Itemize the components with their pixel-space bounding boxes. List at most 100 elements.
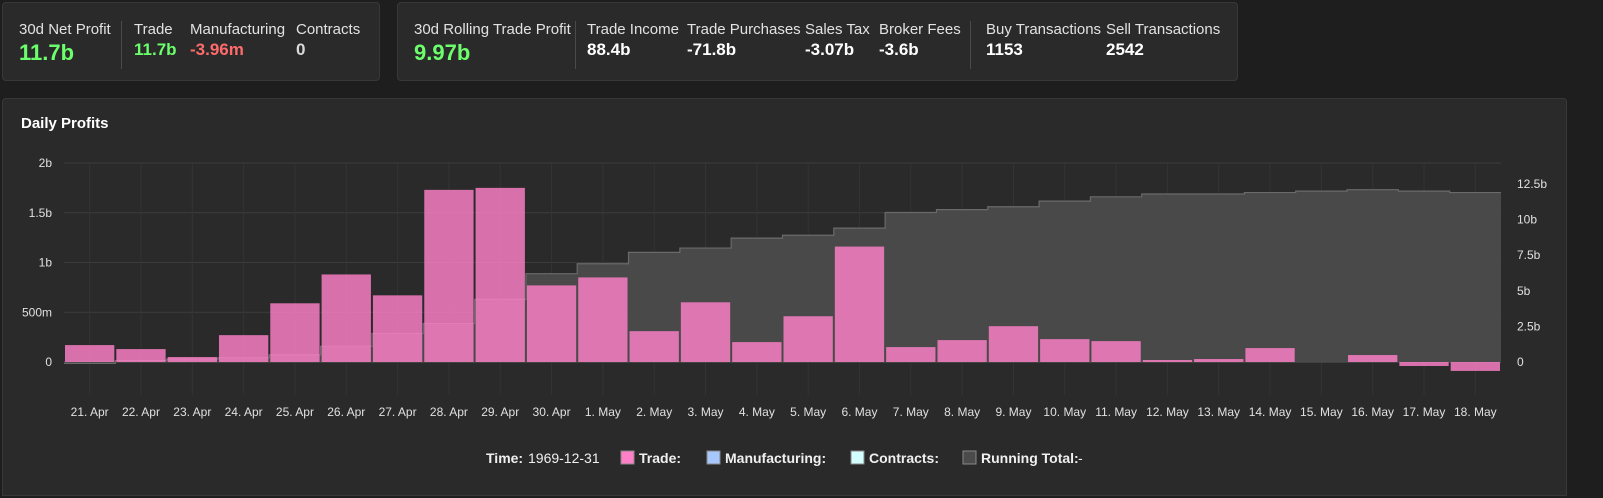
sales-tax-label: Sales Tax <box>805 21 870 38</box>
right-axis-tick-label: 10b <box>1517 213 1537 227</box>
contracts-stat: Contracts 0 <box>296 21 360 61</box>
legend-manufacturing-label: Manufacturing: <box>725 450 826 466</box>
trade-income-label: Trade Income <box>587 21 679 38</box>
legend-swatch-manufacturing <box>706 450 721 465</box>
x-axis-tick-label: 22. Apr <box>122 405 160 419</box>
left-axis-tick-label: 1.5b <box>29 206 53 220</box>
contracts-value: 0 <box>296 40 306 59</box>
legend-swatch-running-total <box>962 450 977 465</box>
x-axis-tick-label: 28. Apr <box>430 405 468 419</box>
left-axis-tick-label: 2b <box>39 156 53 170</box>
divider <box>575 21 576 69</box>
trade-bar[interactable] <box>1142 360 1193 362</box>
trade-bar[interactable] <box>578 277 628 362</box>
trade-purchases-label: Trade Purchases <box>687 21 801 38</box>
trade-label: Trade <box>134 21 173 38</box>
trade-bar[interactable] <box>218 335 269 362</box>
running-total-fill <box>64 189 1501 364</box>
trade-stat: Trade 11.7b <box>134 21 177 61</box>
manufacturing-label: Manufacturing <box>190 21 286 38</box>
running-total-line <box>64 189 1501 365</box>
legend-contracts-label: Contracts: <box>869 450 939 466</box>
trade-bar[interactable] <box>65 345 115 362</box>
trade-bar[interactable] <box>1040 339 1090 362</box>
trade-bar[interactable] <box>629 331 679 362</box>
x-axis-tick-label: 3. May <box>688 405 724 419</box>
trade-bar[interactable] <box>526 285 577 362</box>
x-axis-tick-label: 12. May <box>1146 405 1189 419</box>
trade-bar[interactable] <box>116 349 166 362</box>
manufacturing-stat: Manufacturing -3.96m <box>190 21 285 61</box>
x-axis-tick-label: 7. May <box>893 405 929 419</box>
manufacturing-value: -3.96m <box>190 40 244 59</box>
x-axis-tick-label: 8. May <box>944 405 980 419</box>
broker-fees-value: -3.6b <box>879 40 919 59</box>
right-axis-tick-label: 2.5b <box>1517 319 1541 333</box>
x-axis-tick-label: 25. Apr <box>276 405 314 419</box>
legend-item-contracts[interactable]: Contracts: <box>850 450 939 466</box>
right-axis-tick-label: 5b <box>1517 284 1531 298</box>
legend-running-total-label: Running Total: <box>981 450 1079 466</box>
legend-swatch-trade <box>620 450 635 465</box>
trade-value: 11.7b <box>134 40 177 59</box>
left-axis-tick-label: 500m <box>22 305 52 319</box>
legend-item-running-total[interactable]: Running Total: - <box>962 450 1083 466</box>
broker-fees-stat: Broker Fees -3.6b <box>879 21 961 61</box>
trade-bar[interactable] <box>1194 359 1244 362</box>
chart-title: Daily Profits <box>21 115 109 132</box>
trade-bar[interactable] <box>680 302 731 362</box>
x-axis: 21. Apr 22. Apr 23. Apr 24. Apr 25. Apr 26. A… <box>71 405 1497 419</box>
x-axis-tick-label: 17. May <box>1403 405 1446 419</box>
buy-transactions-label: Buy Transactions <box>986 21 1102 38</box>
right-y-axis: 0 2.5b 5b 7.5b 10b 12.5b <box>1517 177 1547 369</box>
x-axis-tick-label: 14. May <box>1249 405 1292 419</box>
trade-bar[interactable] <box>1348 355 1398 362</box>
x-axis-tick-label: 30. Apr <box>533 405 571 419</box>
buy-transactions-stat: Buy Transactions 1153 <box>986 21 1101 61</box>
sales-tax-value: -3.07b <box>805 40 855 59</box>
trade-bar[interactable] <box>1091 341 1141 362</box>
divider <box>121 21 122 69</box>
trade-bar[interactable] <box>321 274 371 362</box>
trade-bar[interactable] <box>1245 348 1295 362</box>
running-total-area <box>64 189 1501 365</box>
rolling-trade-profit-label: 30d Rolling Trade Profit <box>414 21 571 38</box>
trade-bar[interactable] <box>834 246 885 362</box>
net-profit-stat: 30d Net Profit 11.7b <box>19 21 111 67</box>
x-axis-tick-label: 27. Apr <box>379 405 417 419</box>
x-axis-tick-label: 18. May <box>1454 405 1497 419</box>
trade-bar[interactable] <box>167 357 217 362</box>
trade-bar[interactable] <box>1450 362 1500 371</box>
trade-bar[interactable] <box>270 303 320 362</box>
x-axis-tick-label: 6. May <box>841 405 877 419</box>
x-axis-tick-label: 15. May <box>1300 405 1343 419</box>
trade-bar[interactable] <box>937 340 987 362</box>
sell-transactions-stat: Sell Transactions 2542 <box>1106 21 1220 61</box>
legend-item-manufacturing[interactable]: Manufacturing: <box>706 450 826 466</box>
trade-purchases-stat: Trade Purchases -71.8b <box>687 21 801 61</box>
trade-bar[interactable] <box>1399 362 1449 366</box>
legend-item-trade[interactable]: Trade: <box>620 450 681 466</box>
x-axis-tick-label: 1. May <box>585 405 621 419</box>
legend-trade-label: Trade: <box>639 450 681 466</box>
trade-income-stat: Trade Income 88.4b <box>587 21 679 61</box>
left-axis-tick-label: 0 <box>45 355 52 369</box>
legend-time-value: 1969-12-31 <box>528 450 600 466</box>
right-axis-tick-label: 0 <box>1517 355 1524 369</box>
trade-bar[interactable] <box>886 347 936 362</box>
x-axis-tick-label: 2. May <box>636 405 672 419</box>
x-axis-tick-label: 11. May <box>1095 405 1137 419</box>
trade-bars[interactable] <box>65 187 1500 371</box>
x-axis-tick-label: 9. May <box>995 405 1031 419</box>
trade-bar[interactable] <box>372 295 423 362</box>
trade-bar[interactable] <box>783 316 833 362</box>
trade-bar[interactable] <box>424 189 474 362</box>
trade-bar[interactable] <box>732 342 782 362</box>
x-axis-tick-label: 10. May <box>1043 405 1086 419</box>
trade-purchases-value: -71.8b <box>687 40 737 59</box>
trade-bar[interactable] <box>988 326 1039 362</box>
trade-bar[interactable] <box>475 187 525 362</box>
rolling-trade-profit-value: 9.97b <box>414 40 471 65</box>
sell-transactions-value: 2542 <box>1106 40 1144 59</box>
